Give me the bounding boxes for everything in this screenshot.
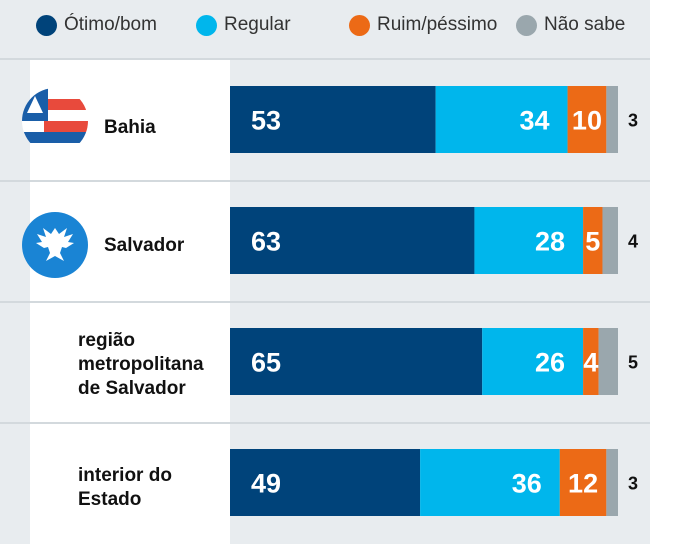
row-name-line: Bahia (104, 117, 156, 138)
value-label-otimo-bom-regiao-metropolitana-de-salvador: 65 (251, 348, 281, 378)
value-label-nao-sabe-bahia: 3 (628, 111, 638, 131)
row-name: interior do Estado (78, 464, 172, 512)
bar-nao-sabe-regiao-metropolitana-de-salvador (598, 328, 618, 395)
value-label-regular-salvador: 28 (535, 227, 565, 257)
value-label-regular-regiao-metropolitana-de-salvador: 26 (535, 348, 565, 378)
row-name-line: Salvador (104, 235, 185, 256)
legend-label-regular: Regular (224, 14, 291, 35)
legend-label-nao-sabe: Não sabe (544, 14, 626, 35)
bar-regular-interior-do-estado (420, 449, 560, 516)
bar-nao-sabe-interior-do-estado (606, 449, 618, 516)
bahia-flag-icon (22, 88, 88, 154)
bar-ruim-pessimo-salvador (583, 207, 603, 274)
value-label-ruim-pessimo-regiao-metropolitana-de-salvador: 4 (583, 348, 598, 378)
value-label-ruim-pessimo-salvador: 5 (585, 227, 600, 257)
row-divider (0, 180, 650, 182)
legend: Ótimo/bom Regular Ruim/péssimo Não sabe (0, 0, 650, 50)
legend-label-ruim-pessimo: Ruim/péssimo (377, 14, 498, 35)
legend-label-otimo-bom: Ótimo/bom (64, 14, 157, 35)
row-name-line: de Salvador (78, 378, 186, 399)
bar-regular-salvador (474, 207, 584, 274)
bar-ruim-pessimo-interior-do-estado (559, 449, 607, 516)
row-name-line: Estado (78, 489, 142, 510)
legend-swatch-regular (196, 14, 217, 36)
value-label-ruim-pessimo-bahia: 10 (572, 106, 602, 136)
row-label-cell: interior do Estado (30, 424, 230, 544)
value-label-otimo-bom-bahia: 53 (251, 106, 281, 136)
bar-otimo-bom-salvador (230, 207, 475, 274)
legend-item-otimo-bom: Ótimo/bom (36, 12, 157, 38)
row-label-cell: região metropolitana de Salvador (30, 303, 230, 423)
legend-item-nao-sabe: Não sabe (516, 12, 625, 38)
row-name-line: metropolitana (78, 354, 204, 375)
bar-regular-regiao-metropolitana-de-salvador (482, 328, 584, 395)
value-label-ruim-pessimo-interior-do-estado: 12 (568, 469, 598, 499)
row-bahia: Bahia (0, 60, 650, 181)
legend-swatch-otimo-bom (36, 14, 57, 36)
row-name: Salvador (104, 234, 184, 258)
row-divider (0, 422, 650, 424)
row-divider (0, 301, 650, 303)
bar-regular-bahia (435, 86, 568, 153)
bar-nao-sabe-salvador (602, 207, 618, 274)
legend-item-regular: Regular (196, 12, 291, 38)
value-label-nao-sabe-interior-do-estado: 3 (628, 474, 638, 494)
bar-ruim-pessimo-regiao-metropolitana-de-salvador (583, 328, 599, 395)
row-divider (0, 58, 650, 60)
row-name: Bahia (104, 116, 156, 140)
row-regiao-metropolitana: região metropolitana de Salvador (0, 303, 650, 423)
legend-swatch-nao-sabe (516, 14, 537, 36)
bar-otimo-bom-regiao-metropolitana-de-salvador (230, 328, 483, 395)
legend-swatch-ruim-pessimo (349, 14, 370, 36)
value-label-regular-bahia: 34 (520, 106, 550, 136)
value-label-otimo-bom-interior-do-estado: 49 (251, 469, 281, 499)
bar-otimo-bom-interior-do-estado (230, 449, 421, 516)
row-label-cell: Bahia (22, 60, 230, 181)
bar-ruim-pessimo-bahia (567, 86, 607, 153)
row-label-cell: Salvador (22, 182, 230, 302)
legend-item-ruim-pessimo: Ruim/péssimo (349, 12, 497, 38)
value-label-regular-interior-do-estado: 36 (512, 469, 542, 499)
row-name-line: região (78, 330, 136, 351)
value-label-nao-sabe-regiao-metropolitana-de-salvador: 5 (628, 353, 638, 373)
value-label-nao-sabe-salvador: 4 (628, 232, 638, 252)
salvador-emblem-icon (22, 212, 88, 278)
bar-otimo-bom-bahia (230, 86, 436, 153)
value-label-otimo-bom-salvador: 63 (251, 227, 281, 257)
row-interior-do-estado: interior do Estado (0, 424, 650, 544)
row-name-line: interior do (78, 465, 172, 486)
row-salvador: Salvador (0, 182, 650, 302)
row-name: região metropolitana de Salvador (78, 329, 204, 401)
bar-nao-sabe-bahia (606, 86, 618, 153)
